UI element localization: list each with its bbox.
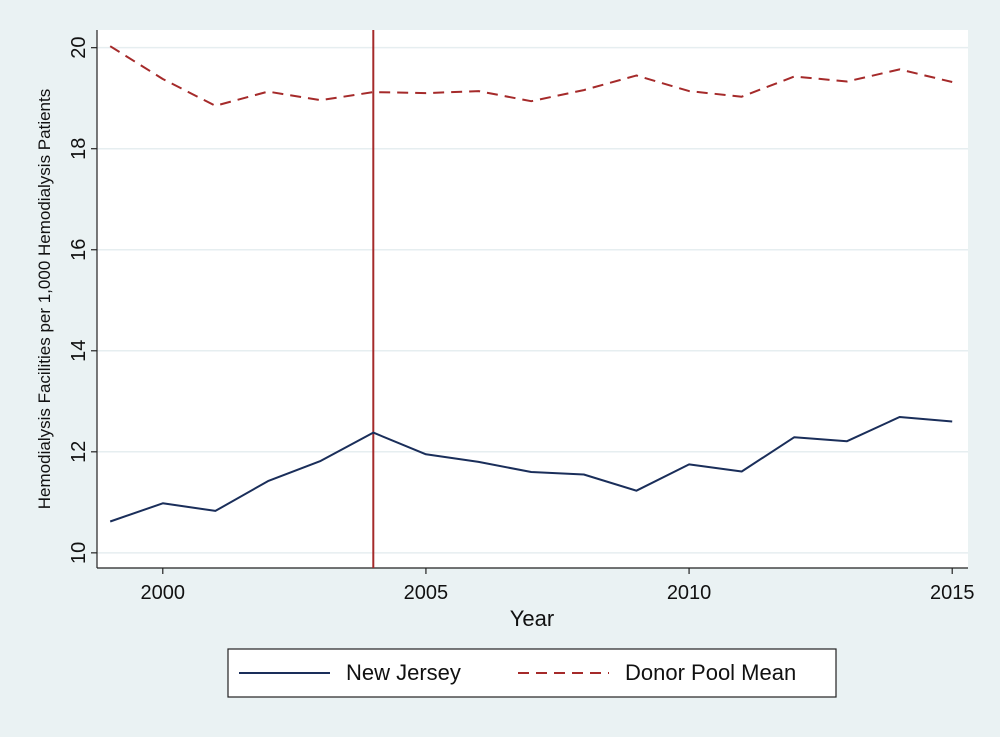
legend-label-new-jersey: New Jersey (346, 660, 461, 685)
series-line-donor-pool-mean (109, 45, 953, 107)
x-tick-label-2010: 2010 (667, 582, 712, 604)
series-line-new-jersey (109, 416, 953, 523)
y-tick-label-10: 10 (68, 542, 90, 564)
x-axis-title: Year (510, 606, 554, 631)
y-tick-label-18: 18 (68, 138, 90, 160)
axes (91, 30, 968, 574)
y-tick-label-16: 16 (68, 239, 90, 261)
x-tick-label-2015: 2015 (930, 582, 975, 604)
series-lines (109, 45, 953, 523)
plot-area (97, 30, 968, 568)
tick-labels: 10 12 14 16 18 20 2000 2005 2010 2015 (68, 37, 974, 604)
y-axis-title: Hemodialysis Facilities per 1,000 Hemodi… (35, 89, 54, 509)
y-tick-label-20: 20 (68, 37, 90, 59)
legend-label-donor-pool-mean: Donor Pool Mean (625, 660, 796, 685)
y-tick-label-12: 12 (68, 441, 90, 463)
y-tick-label-14: 14 (68, 340, 90, 362)
legend: New Jersey Donor Pool Mean (227, 648, 837, 698)
gridlines (97, 46, 968, 554)
x-tick-label-2000: 2000 (141, 582, 186, 604)
x-tick-label-2005: 2005 (404, 582, 449, 604)
